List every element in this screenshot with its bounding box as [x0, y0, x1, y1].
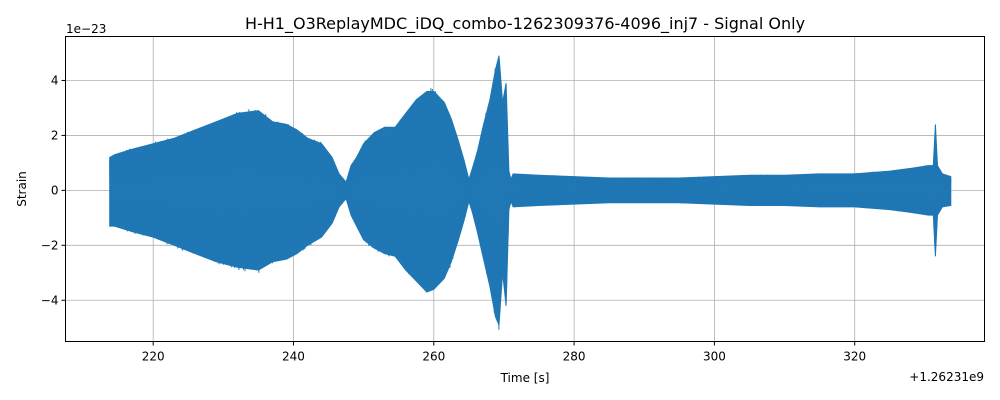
y-tick-label: 4 — [51, 73, 59, 87]
x-tick-label: 240 — [282, 350, 305, 364]
y-tick-label: −4 — [41, 293, 59, 307]
plot-area — [109, 55, 952, 330]
x-tick-label: 280 — [563, 350, 586, 364]
signal-oscillation — [109, 58, 952, 330]
x-tick-label: 320 — [843, 350, 866, 364]
y-tick-label: −2 — [41, 238, 59, 252]
y-tick-label: 2 — [51, 128, 59, 142]
y-axis: −4 −2 0 2 4 — [41, 73, 66, 307]
x-tick-label: 300 — [703, 350, 726, 364]
x-offset-label: +1.26231e9 — [909, 370, 984, 384]
x-axis-label: Time [s] — [500, 371, 550, 385]
x-tick-label: 220 — [142, 350, 165, 364]
y-tick-label: 0 — [51, 183, 59, 197]
chart-title: H-H1_O3ReplayMDC_iDQ_combo-1262309376-40… — [245, 14, 805, 34]
y-scale-label: 1e−23 — [66, 22, 106, 36]
y-axis-label: Strain — [15, 171, 29, 207]
x-axis: 220 240 260 280 300 320 — [142, 341, 866, 364]
plot-frame — [65, 36, 985, 342]
x-tick-label: 260 — [422, 350, 445, 364]
